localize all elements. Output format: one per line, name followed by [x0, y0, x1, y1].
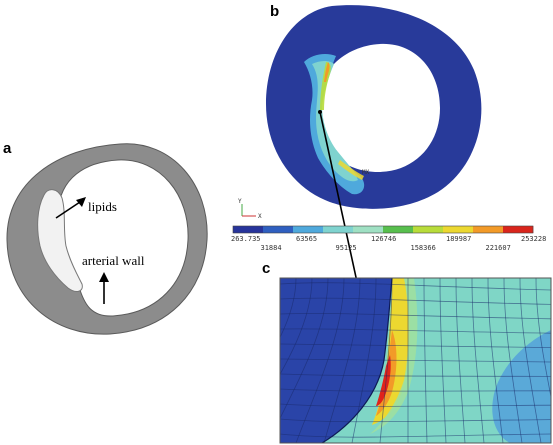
colorbar: Y X 263.735 63565 126746 189987 253228 31884 9… — [231, 198, 546, 252]
lipids-label: lipids — [88, 199, 117, 214]
mesh-line — [280, 403, 551, 407]
mesh-line — [280, 278, 281, 285]
mesh-line — [280, 278, 313, 376]
colorbar-tick-label: 95125 — [336, 244, 357, 252]
colorbar-swatch — [443, 226, 474, 233]
mesh-line — [280, 388, 551, 392]
colorbar-tick-label: 221607 — [486, 244, 511, 252]
panel-c-frame — [279, 277, 552, 444]
colorbar-swatch — [263, 226, 294, 233]
panel-a: a lipids arterial wall — [3, 140, 208, 335]
colorbar-tick-label: 126746 — [371, 235, 396, 243]
mesh-line — [503, 278, 523, 443]
colorbar-swatch — [233, 226, 264, 233]
mesh-line — [295, 278, 345, 443]
mesh-orange-band — [376, 330, 397, 416]
colorbar-swatch — [413, 226, 444, 233]
colorbar-tick-label: 189987 — [446, 235, 471, 243]
colorbar-swatch — [353, 226, 384, 233]
mesh-line — [280, 282, 551, 291]
mesh-line — [280, 433, 551, 438]
mesh-line — [455, 278, 466, 443]
panel-c: c — [262, 260, 552, 444]
mesh-line — [280, 278, 297, 339]
mesh-line — [280, 278, 329, 420]
arterial-wall-label: arterial wall — [82, 253, 145, 268]
colorbar-frame — [232, 225, 534, 234]
mesh-line — [280, 343, 551, 348]
mesh-line — [280, 373, 551, 377]
mesh-green-band — [370, 278, 418, 434]
mesh-line — [535, 278, 551, 400]
mesh-grid — [280, 278, 551, 443]
axis-label-x: X — [258, 213, 262, 220]
colorbar-swatch — [383, 226, 414, 233]
lumen-boundary-edge — [321, 278, 393, 443]
lipids-arrow — [55, 199, 84, 219]
colorbar-swatches — [232, 225, 534, 234]
cap-stress-peak — [324, 62, 330, 82]
colorbar-tick-label: 158366 — [411, 244, 436, 252]
colorbar-swatch — [323, 226, 354, 233]
colorbar-tick-label: 253228 — [521, 235, 546, 243]
mesh-line — [280, 313, 551, 320]
mesh-line — [323, 278, 361, 443]
mesh-blue-region — [280, 278, 392, 443]
panel-b-letter: b — [270, 3, 279, 20]
lipid-core — [37, 189, 83, 292]
colorbar-tick-label: 31884 — [261, 244, 282, 252]
colorbar-swatch — [473, 226, 504, 233]
max-marker: MX — [362, 169, 370, 176]
mesh-line — [423, 278, 428, 443]
arterial-wall-arrow-head — [99, 272, 109, 282]
colorbar-tick-label: 63565 — [296, 235, 317, 243]
zoom-arrow-origin — [318, 110, 322, 114]
mesh-line — [280, 418, 551, 423]
panel-a-letter: a — [3, 140, 12, 157]
colorbar-tick-label: 263.735 — [231, 235, 261, 243]
cap-stress-green — [320, 62, 331, 110]
mesh-line — [280, 297, 551, 305]
colorbar-ticks: 263.735 63565 126746 189987 253228 31884 95125… — [231, 235, 546, 252]
colorbar-swatch — [293, 226, 324, 233]
mesh-line — [487, 278, 504, 443]
lipids-arrow-head — [76, 197, 86, 207]
mesh-line — [280, 328, 551, 334]
panel-c-letter: c — [262, 260, 270, 277]
mesh-line — [280, 358, 551, 363]
cap-stress-lower — [338, 160, 364, 180]
stress-ring — [266, 5, 482, 209]
mesh-line — [471, 278, 485, 443]
colorbar-swatch — [503, 226, 534, 233]
arterial-wall-cross-section — [6, 143, 208, 335]
mesh-line — [439, 278, 447, 443]
axis-label-y: Y — [238, 198, 242, 205]
mesh-line — [519, 278, 542, 443]
